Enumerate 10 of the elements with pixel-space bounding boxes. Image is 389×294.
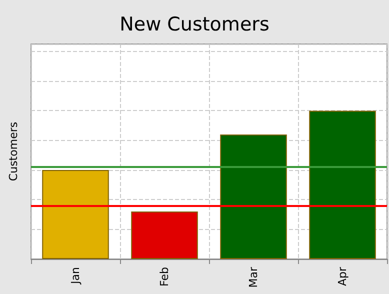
y-axis-title: Customers [7,122,20,182]
bar [309,110,376,259]
x-tick-label: Jan [69,266,82,285]
bar [42,170,109,259]
bar [131,212,198,259]
x-tick-label: Feb [158,266,171,286]
chart-title: New Customers [120,14,270,36]
bar [220,134,287,259]
x-tick-label: Mar [247,266,260,288]
x-tick-label: Apr [336,266,349,286]
